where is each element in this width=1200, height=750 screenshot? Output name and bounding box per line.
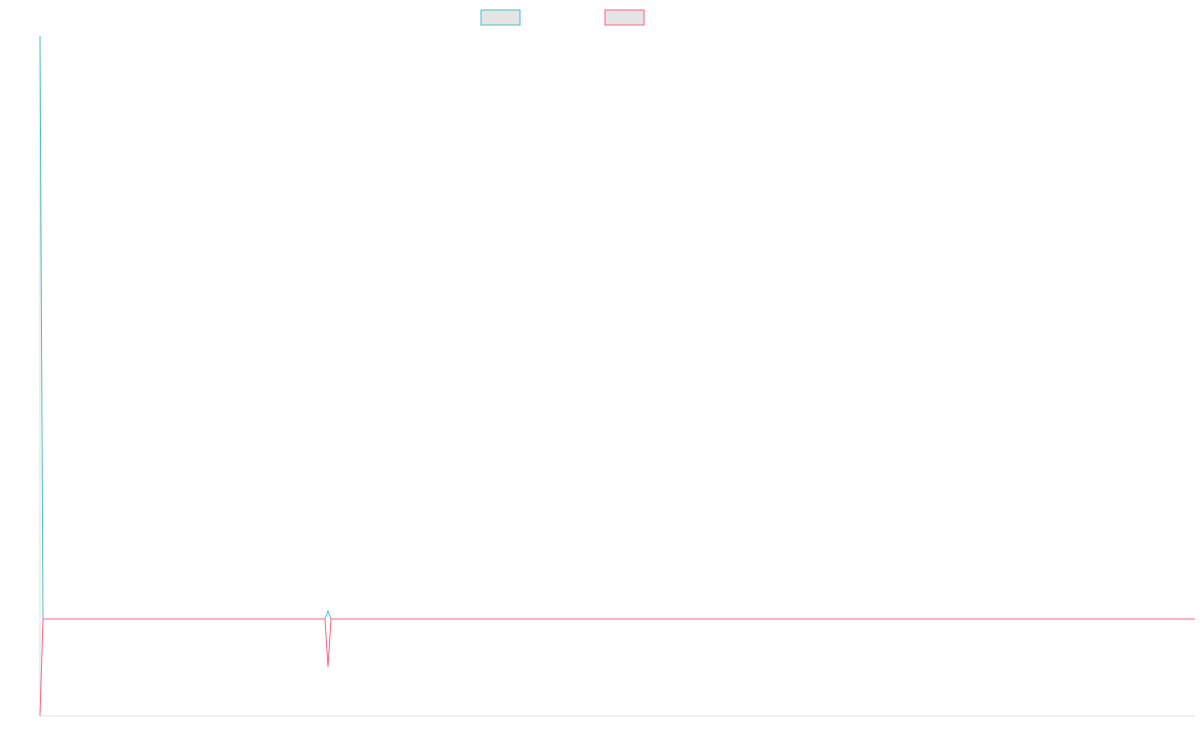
series-line-0 (39, 35, 1195, 620)
legend (480, 9, 645, 26)
series-group (39, 35, 1195, 717)
legend-swatch-0[interactable] (480, 9, 521, 26)
series-line-1 (39, 618, 1195, 717)
legend-swatch-1[interactable] (604, 9, 645, 26)
